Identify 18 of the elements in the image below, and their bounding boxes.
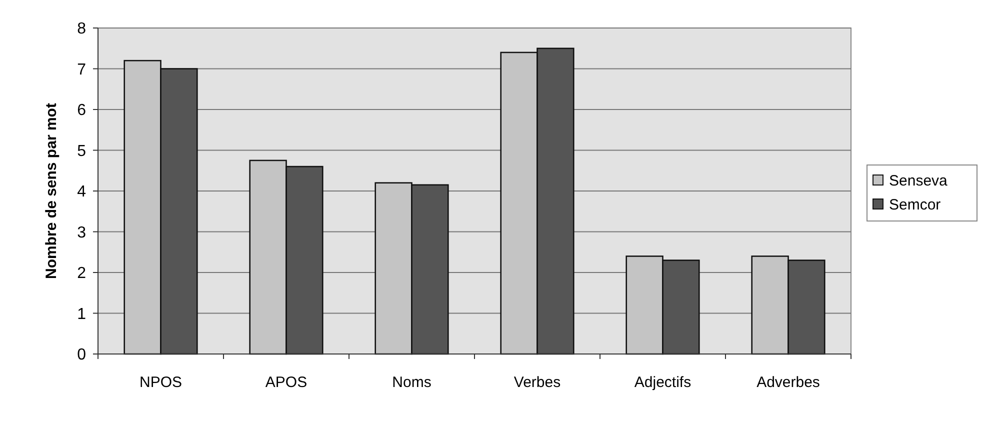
x-tick-label: NPOS (139, 374, 182, 391)
legend-label: Senseva (889, 172, 948, 190)
x-tick-label: Noms (392, 374, 432, 391)
x-tick-label: APOS (265, 374, 308, 391)
y-tick-label: 3 (77, 224, 86, 242)
y-tick-label: 5 (77, 142, 86, 160)
y-tick-label: 4 (77, 184, 86, 201)
x-tick-label: Verbes (514, 374, 561, 391)
x-tick-label: Adverbes (756, 374, 820, 391)
y-tick-label: 7 (77, 61, 86, 78)
y-tick-label: 1 (77, 306, 86, 323)
y-tick-label: 8 (77, 20, 86, 38)
y-tick-label: 6 (77, 102, 86, 120)
y-tick-label: 2 (77, 265, 86, 282)
y-tick-label: 0 (77, 346, 86, 364)
y-axis-title: Nombre de sens par mot (43, 103, 60, 279)
legend-label: Semcor (889, 196, 941, 214)
x-tick-label: Adjectifs (634, 374, 692, 391)
